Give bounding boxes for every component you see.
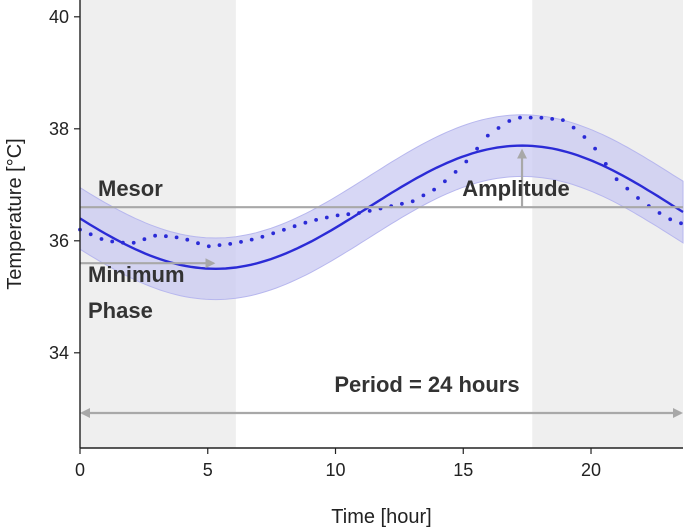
y-tick-label-36: 36 [49, 231, 69, 251]
observed-point-50 [614, 177, 619, 182]
observed-point-21 [303, 220, 308, 225]
observed-series [78, 115, 683, 249]
observed-point-55 [668, 217, 673, 222]
observed-point-18 [271, 231, 276, 236]
observed-point-11 [196, 241, 200, 246]
observed-point-37 [475, 146, 479, 151]
annotations: Mesor Amplitude Minimum Phase Period = 24 ho… [80, 148, 683, 418]
observed-point-10 [185, 237, 190, 242]
axes: 34 36 38 40 0 5 10 15 20 Time [hour] Temperature [… [4, 0, 683, 528]
observed-point-48 [593, 146, 597, 151]
observed-point-47 [582, 135, 587, 139]
x-axis-label: Time [hour] [331, 506, 431, 528]
observed-point-35 [453, 170, 458, 174]
observed-point-39 [496, 126, 501, 130]
observed-point-52 [636, 196, 640, 200]
mesor-label: Mesor [98, 176, 163, 201]
observed-point-45 [561, 118, 565, 122]
observed-point-32 [421, 193, 426, 198]
observed-point-51 [625, 186, 630, 191]
observed-point-33 [432, 187, 436, 192]
x-tick-label-10: 10 [325, 460, 345, 480]
observed-point-24 [335, 213, 340, 218]
y-tick-label-40: 40 [49, 7, 69, 27]
observed-point-56 [679, 221, 683, 226]
phase-label: Phase [88, 298, 153, 323]
observed-point-27 [367, 209, 372, 213]
observed-point-40 [507, 119, 512, 123]
observed-point-12 [206, 244, 211, 249]
observed-point-49 [603, 162, 608, 166]
observed-point-54 [657, 211, 662, 215]
y-tick-label-38: 38 [49, 119, 69, 139]
y-axis-label: Temperature [°C] [4, 138, 26, 289]
observed-point-43 [539, 115, 544, 120]
observed-point-41 [518, 115, 522, 120]
observed-point-6 [142, 237, 147, 242]
observed-point-14 [228, 242, 233, 246]
fit-line-group [79, 144, 684, 271]
observed-point-8 [164, 234, 168, 239]
observed-point-2 [99, 237, 104, 241]
observed-point-3 [110, 239, 115, 244]
fit-line [79, 144, 684, 271]
observed-point-9 [174, 235, 179, 240]
y-tick-label-34: 34 [49, 343, 69, 363]
observed-point-46 [571, 125, 576, 130]
observed-point-34 [443, 179, 447, 184]
observed-point-42 [528, 115, 533, 120]
observed-point-20 [292, 224, 297, 229]
observed-point-36 [464, 159, 469, 164]
observed-point-25 [346, 212, 351, 217]
observed-point-1 [88, 232, 93, 237]
observed-point-30 [400, 201, 404, 206]
x-tick-label-0: 0 [75, 460, 85, 480]
observed-point-7 [153, 233, 158, 238]
x-tick-label-15: 15 [453, 460, 473, 480]
observed-point-44 [550, 117, 555, 121]
minimum-label: Minimum [88, 262, 185, 287]
amplitude-label: Amplitude [462, 176, 570, 201]
x-tick-label-20: 20 [581, 460, 601, 480]
observed-point-17 [260, 234, 265, 239]
observed-point-5 [131, 240, 136, 245]
x-tick-label-5: 5 [203, 460, 213, 480]
observed-point-13 [217, 243, 222, 248]
observed-point-15 [239, 240, 243, 244]
observed-point-22 [314, 218, 318, 222]
observed-point-23 [324, 215, 329, 220]
period-label: Period = 24 hours [334, 372, 519, 397]
observed-point-38 [485, 133, 490, 138]
observed-point-19 [282, 227, 286, 232]
observed-point-31 [410, 199, 415, 204]
observed-point-16 [249, 237, 254, 242]
